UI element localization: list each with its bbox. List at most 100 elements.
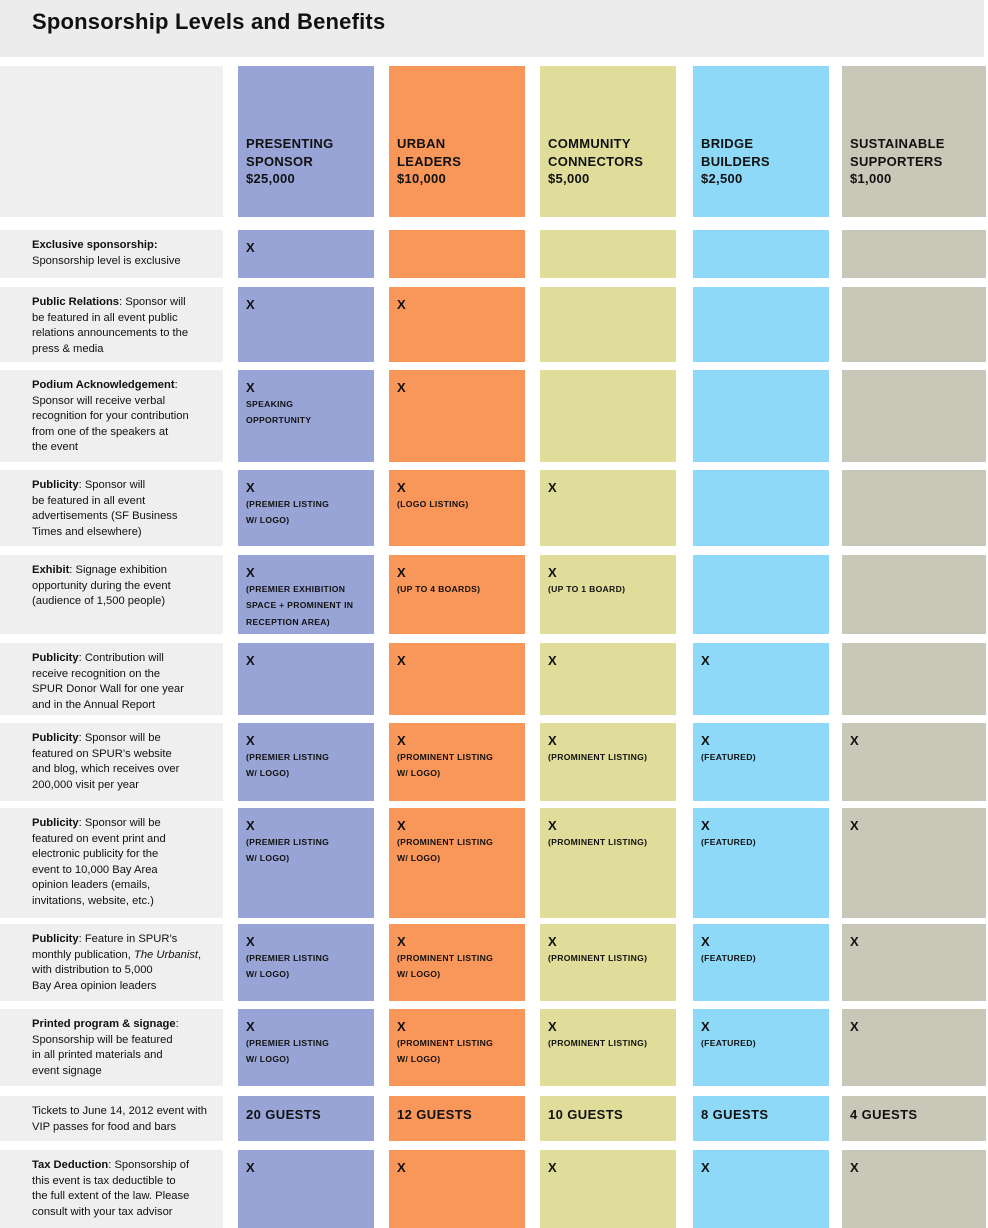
- benefit-title: Exhibit: [32, 564, 70, 576]
- included-mark: X: [397, 934, 406, 949]
- benefit-cell: X (FEATURED): [693, 1009, 829, 1086]
- benefit-description-line: Sponsor will receive verbal: [32, 394, 166, 407]
- benefit-note: (PROMINENT LISTING): [548, 953, 648, 963]
- benefit-cell: X (PROMINENT LISTING W/ LOGO): [389, 723, 525, 801]
- benefit-description-line: electronic publicity for the: [32, 848, 159, 861]
- benefit-cell: 10 GUESTS: [540, 1096, 676, 1141]
- benefit-title-line: Tax Deduction: Sponsorship of: [32, 1158, 213, 1174]
- benefit-description-line: Times and elsewhere): [32, 525, 142, 538]
- included-mark: X: [548, 733, 557, 748]
- benefit-description-line: and in the Annual Report: [32, 698, 156, 711]
- level-header-4: BRIDGE BUILDERS $2,500: [693, 66, 829, 217]
- benefit-cell: [693, 370, 829, 462]
- included-mark: X: [246, 818, 255, 833]
- benefit-label: Tickets to June 14, 2012 event with VIP p…: [0, 1096, 223, 1141]
- benefit-description-line: receive recognition on the: [32, 667, 161, 680]
- included-mark: X: [850, 934, 859, 949]
- benefit-description-line: VIP passes for food and bars: [32, 1120, 177, 1133]
- guest-count: 4 GUESTS: [850, 1107, 918, 1122]
- benefit-description-line: press & media: [32, 342, 104, 355]
- benefit-cell: 20 GUESTS: [238, 1096, 374, 1141]
- benefit-note: W/ LOGO): [246, 853, 290, 864]
- level-name-line2: BUILDERS: [701, 153, 770, 169]
- benefit-cell: X (PREMIER LISTING W/ LOGO): [238, 808, 374, 918]
- level-name-line1: COMMUNITY: [548, 136, 631, 151]
- included-mark: X: [397, 1160, 406, 1175]
- benefit-cell: [842, 555, 986, 634]
- publication-name: The Urbanist: [134, 948, 199, 961]
- included-mark: X: [246, 480, 255, 495]
- included-mark: X: [548, 565, 557, 580]
- benefit-description-line: and blog, which receives over: [32, 763, 180, 776]
- included-mark: X: [397, 565, 406, 580]
- benefit-title-line: Printed program & signage:: [32, 1017, 213, 1033]
- benefit-text: monthly publication,: [32, 948, 134, 961]
- benefit-cell: X: [842, 723, 986, 801]
- guest-count: 10 GUESTS: [548, 1107, 624, 1122]
- included-mark: X: [246, 1019, 255, 1034]
- level-name-line2: LEADERS: [397, 153, 462, 169]
- benefit-cell: [693, 287, 829, 362]
- level-name-line1: BRIDGE: [701, 136, 754, 151]
- level-name-line1: URBAN: [397, 136, 446, 151]
- benefit-cell: X (PREMIER LISTING W/ LOGO): [238, 924, 374, 1001]
- benefit-title: Podium Acknowledgement: [32, 379, 175, 391]
- guest-count: 20 GUESTS: [246, 1107, 322, 1122]
- benefit-description-line: the event: [32, 441, 79, 454]
- level-name-line1: SUSTAINABLE: [850, 136, 945, 151]
- benefit-title-line: Publicity: Sponsor will be: [32, 731, 213, 747]
- benefit-note: (PROMINENT LISTING: [397, 953, 494, 963]
- benefit-cell: X: [540, 643, 676, 715]
- benefit-note: W/ LOGO): [246, 969, 290, 980]
- included-mark: X: [397, 653, 406, 668]
- included-mark: X: [548, 934, 557, 949]
- benefit-note: (PROMINENT LISTING: [397, 1038, 494, 1048]
- benefit-description-line: invitations, website, etc.): [32, 894, 154, 907]
- benefit-title: Exclusive sponsorship:: [32, 239, 158, 251]
- benefit-label: Printed program & signage: Sponsorship wi…: [0, 1009, 223, 1086]
- benefit-note: (PROMINENT LISTING: [397, 752, 494, 762]
- level-price: $2,500: [701, 171, 743, 186]
- benefit-title-rest: : Signage exhibition: [69, 564, 167, 576]
- benefit-cell: 12 GUESTS: [389, 1096, 525, 1141]
- benefit-description-line: with distribution to 5,000: [32, 964, 153, 977]
- included-mark: X: [850, 818, 859, 833]
- benefit-cell: [389, 230, 525, 278]
- benefit-note: (FEATURED): [701, 837, 756, 847]
- benefit-title: Publicity: [32, 479, 79, 491]
- benefit-description-line: event to 10,000 Bay Area: [32, 863, 158, 876]
- included-mark: X: [701, 1019, 710, 1034]
- benefit-title-rest: : Sponsor will be: [78, 732, 161, 744]
- benefit-cell: X: [842, 924, 986, 1001]
- benefit-cell: X: [540, 1150, 676, 1228]
- benefit-label: Publicity: Feature in SPUR’s monthly publ…: [0, 924, 223, 1001]
- benefit-note: SPEAKING: [246, 399, 294, 409]
- benefit-description-line: the full extent of the law. Please: [32, 1190, 190, 1203]
- benefit-cell: X (PROMINENT LISTING W/ LOGO): [389, 1009, 525, 1086]
- benefit-note: (PROMINENT LISTING): [548, 752, 648, 762]
- benefit-note: W/ LOGO): [246, 768, 290, 779]
- benefit-title-rest: : Sponsorship of: [108, 1159, 190, 1171]
- benefit-description-line: 200,000 visit per year: [32, 778, 139, 791]
- benefit-cell: X: [238, 643, 374, 715]
- level-name-line2: SUPPORTERS: [850, 153, 943, 169]
- benefit-description-line: Tickets to June 14, 2012 event with: [32, 1105, 207, 1117]
- benefit-note: W/ LOGO): [397, 969, 441, 980]
- benefit-description-line: recognition for your contribution: [32, 410, 189, 423]
- benefit-title-rest: : Sponsor will: [78, 479, 146, 491]
- benefit-title-line: Podium Acknowledgement:: [32, 378, 213, 394]
- benefit-cell: X (FEATURED): [693, 808, 829, 918]
- benefit-note: (PROMINENT LISTING): [548, 837, 648, 847]
- benefit-cell: X (PROMINENT LISTING): [540, 723, 676, 801]
- included-mark: X: [246, 733, 255, 748]
- benefit-cell: [540, 370, 676, 462]
- benefit-cell: X SPEAKING OPPORTUNITY: [238, 370, 374, 462]
- included-mark: X: [246, 380, 255, 395]
- benefit-label: Publicity: Contribution will receive reco…: [0, 643, 223, 715]
- benefit-cell: [842, 643, 986, 715]
- included-mark: X: [850, 1019, 859, 1034]
- included-mark: X: [548, 818, 557, 833]
- benefit-cell: 8 GUESTS: [693, 1096, 829, 1141]
- included-mark: X: [397, 818, 406, 833]
- benefit-note: (PREMIER LISTING: [246, 953, 330, 963]
